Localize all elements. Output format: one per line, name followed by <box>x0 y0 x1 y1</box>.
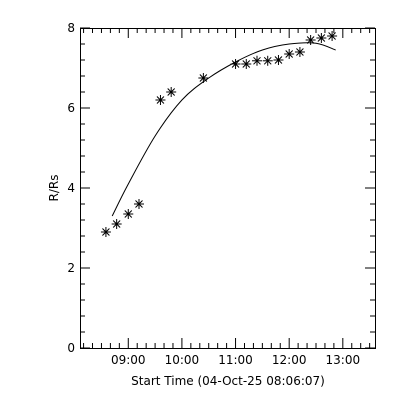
data-point <box>123 209 134 219</box>
data-point <box>134 199 144 209</box>
y-axis-ticks: 0 2 4 6 8 <box>67 21 375 355</box>
fit-curve <box>111 42 336 217</box>
data-point <box>294 47 305 57</box>
data-point <box>273 55 284 65</box>
data-point <box>155 95 166 105</box>
data-point <box>166 87 177 97</box>
y-tick-label: 8 <box>67 21 75 35</box>
x-tick-label: 13:00 <box>326 353 361 367</box>
y-tick-label: 4 <box>67 181 75 195</box>
plot-frame <box>80 28 376 349</box>
data-point <box>230 59 241 69</box>
data-point <box>241 59 252 69</box>
data-point <box>305 35 316 45</box>
x-axis-title: Start Time (04-Oct-25 08:06:07) <box>131 374 325 388</box>
data-point <box>111 219 122 229</box>
data-point <box>252 55 262 66</box>
data-point <box>327 31 338 41</box>
x-tick-label: 09:00 <box>111 353 146 367</box>
data-point <box>198 73 209 83</box>
x-tick-label: 11:00 <box>218 353 253 367</box>
y-axis-title: R/Rs <box>47 175 61 202</box>
y-tick-label: 2 <box>67 261 75 275</box>
data-point <box>100 227 111 237</box>
data-point <box>316 33 327 43</box>
data-point <box>262 55 273 66</box>
y-tick-label: 6 <box>67 101 75 115</box>
x-tick-label: 10:00 <box>165 353 200 367</box>
data-point <box>284 49 295 59</box>
x-axis-ticks: 09:00 10:00 11:00 12:00 13:00 <box>83 28 371 367</box>
y-tick-label: 0 <box>67 341 75 355</box>
data-markers <box>100 31 338 237</box>
x-tick-label: 12:00 <box>272 353 307 367</box>
